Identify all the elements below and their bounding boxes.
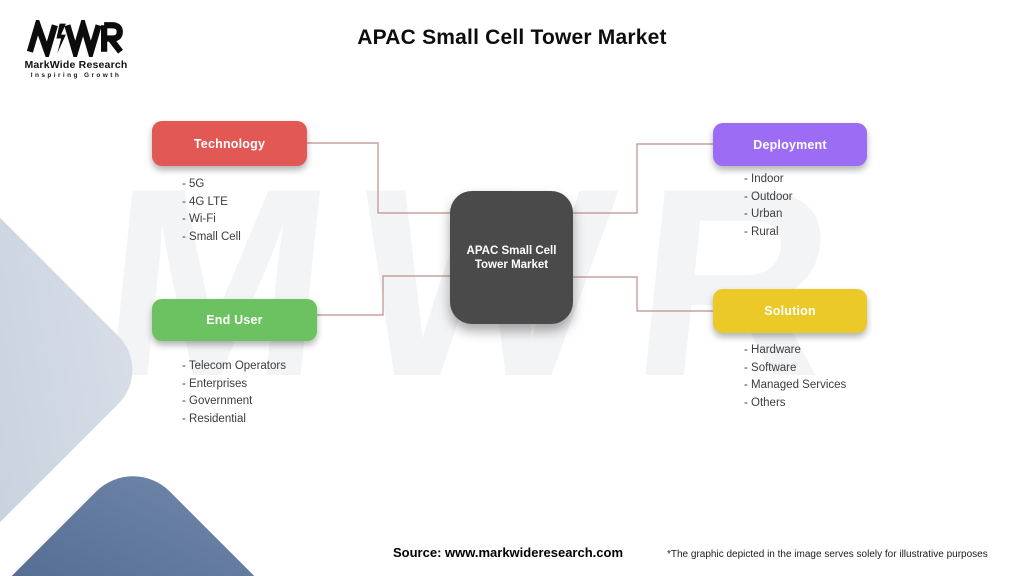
logo-tagline: Inspiring Growth [30,72,122,79]
list-item: - Hardware [744,344,801,356]
list-item: - 4G LTE [182,195,228,208]
logo-company-name: MarkWide Research [24,59,128,71]
center-node-label-line2: Tower Market [474,258,549,271]
list-item: - Small Cell [182,230,241,243]
list-item: - Government [182,395,253,407]
list-item: - Managed Services [744,379,847,391]
list-deployment: - Indoor - Outdoor - Urban - Rural [744,171,793,241]
list-item: - Indoor [744,173,784,185]
list-item: - Urban [744,208,783,220]
list-item: - Residential [182,412,246,425]
list-solution: - Hardware - Software - Managed Services… [744,342,846,412]
node-technology: Technology [152,121,307,166]
node-technology-label: Technology [193,136,266,151]
list-item: - Outdoor [744,190,793,203]
markwide-logo: MarkWide Research Inspiring Growth [20,20,132,79]
disclaimer-text: *The graphic depicted in the image serve… [667,549,988,560]
center-node: APAC Small Cell Tower Market [450,191,573,324]
source-text: Source: www.markwideresearch.com [393,545,624,560]
node-solution-label: Solution [764,304,816,318]
node-end-user: End User [152,299,317,341]
node-deployment-label: Deployment [753,137,827,152]
list-item: - Telecom Operators [182,360,286,372]
node-solution: Solution [713,289,867,333]
list-item: - Rural [744,225,779,238]
connector-solution [573,276,713,312]
page-title: APAC Small Cell Tower Market [357,26,667,49]
list-technology: - 5G - 4G LTE - Wi-Fi - Small Cell [182,176,241,246]
list-item: - Others [744,396,786,409]
mwr-logo-icon [26,20,124,57]
list-item: - Wi-Fi [182,213,216,225]
connector-technology [307,142,450,214]
node-end-user-label: End User [206,313,263,327]
list-item: - Software [744,361,797,374]
center-node-label-line1: APAC Small Cell [466,244,557,257]
connector-end-user [317,275,450,316]
list-end-user: - Telecom Operators - Enterprises - Gove… [182,358,286,428]
list-item: - Enterprises [182,377,248,390]
connector-deployment [573,143,713,214]
node-deployment: Deployment [713,123,867,166]
list-item: - 5G [182,178,205,190]
